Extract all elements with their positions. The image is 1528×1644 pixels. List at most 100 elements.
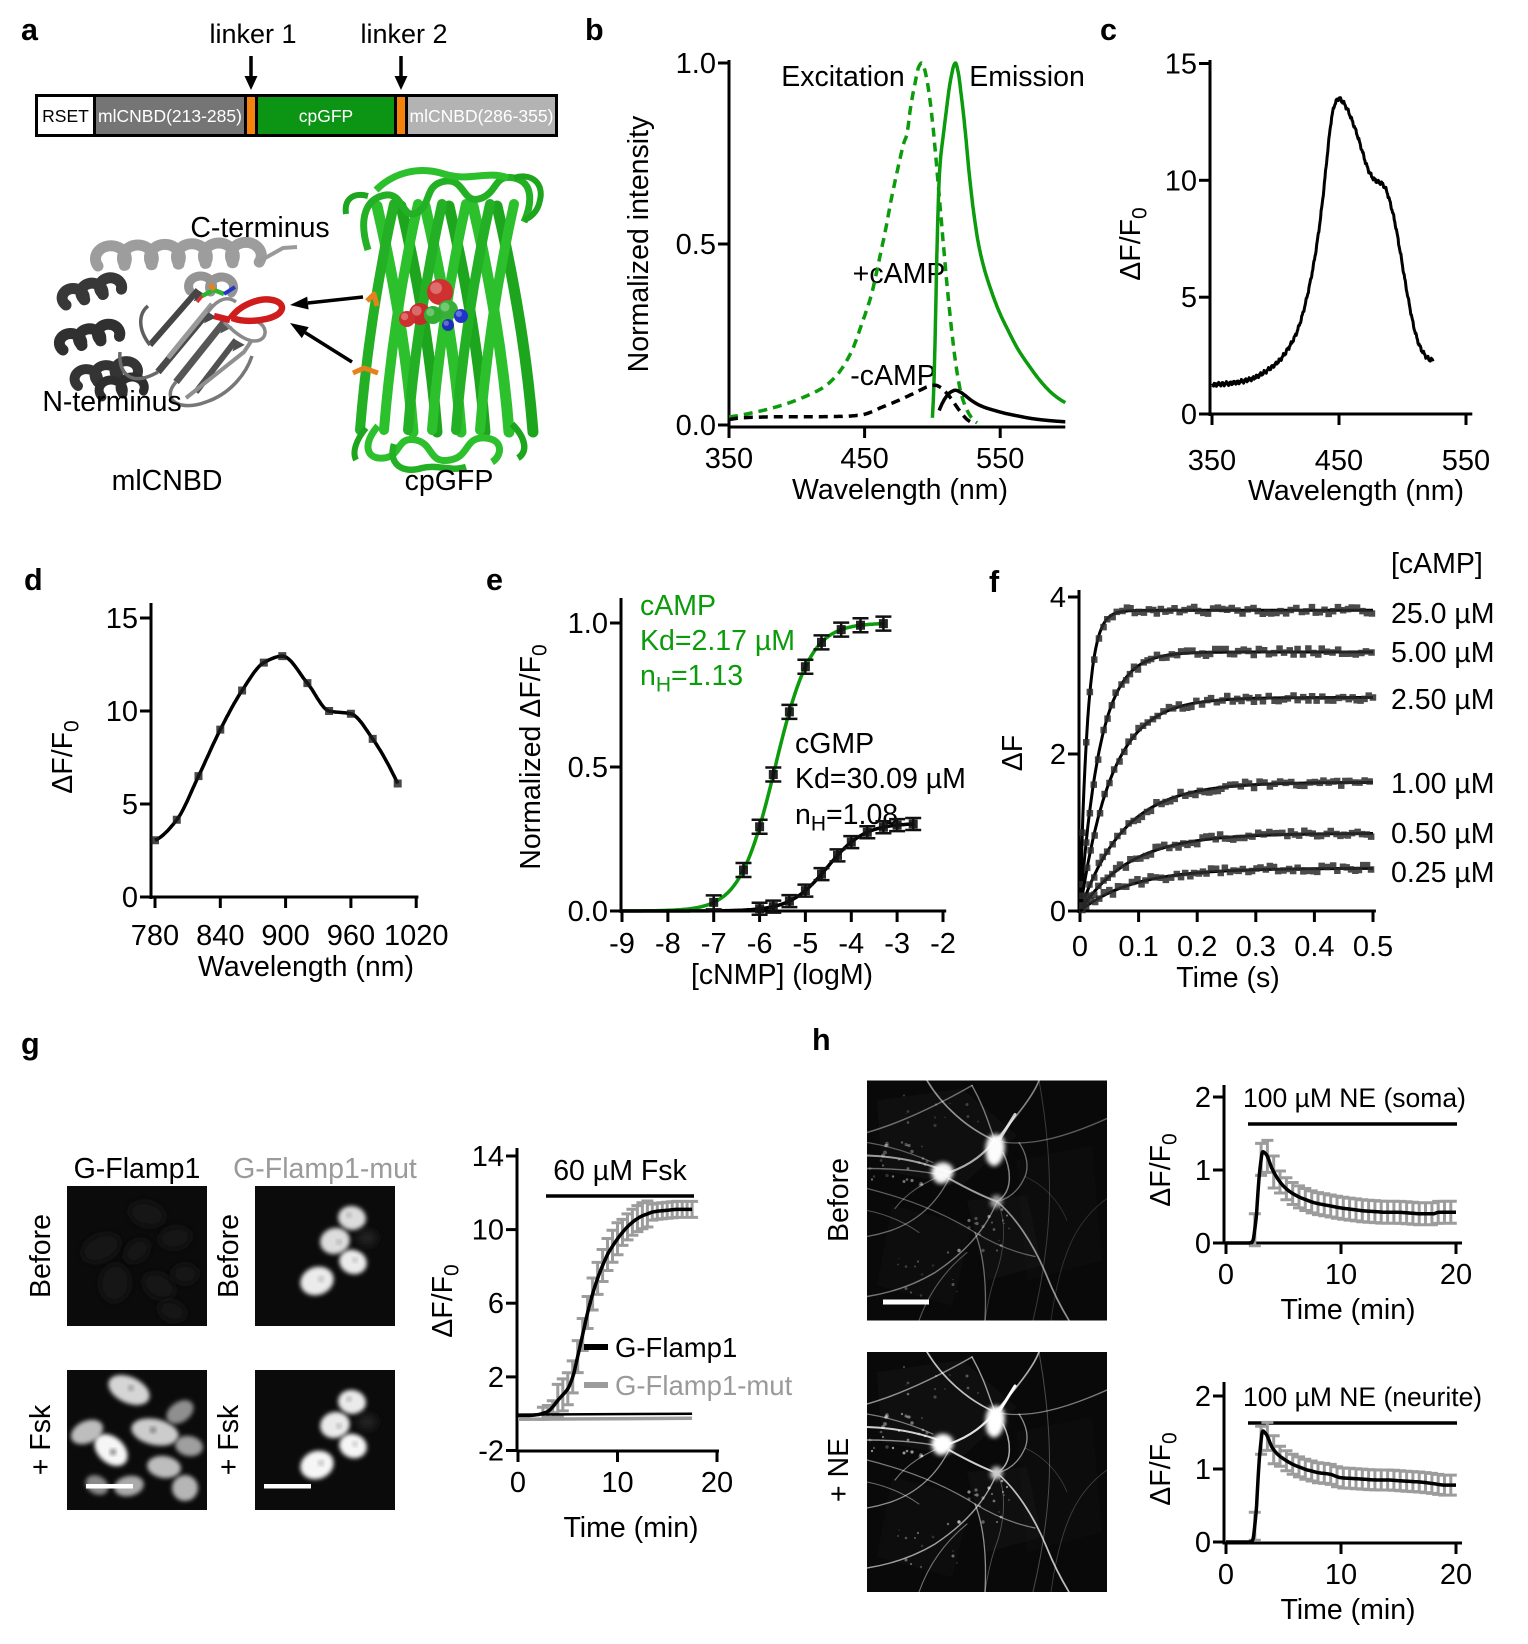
svg-text:Emission: Emission — [969, 61, 1085, 93]
svg-text:ΔF/F0: ΔF/F0 — [1145, 1133, 1182, 1206]
svg-text:1.00 µM: 1.00 µM — [1391, 768, 1495, 800]
svg-text:14: 14 — [472, 1141, 504, 1173]
svg-text:0: 0 — [1072, 931, 1088, 963]
svg-text:d: d — [24, 563, 43, 597]
svg-text:mlCNBD(286-355): mlCNBD(286-355) — [410, 106, 554, 126]
svg-text:6: 6 — [488, 1288, 504, 1320]
svg-text:1.0: 1.0 — [676, 48, 716, 80]
svg-text:[cAMP]: [cAMP] — [1391, 548, 1483, 580]
svg-text:1.0: 1.0 — [568, 608, 608, 640]
svg-text:g: g — [21, 1027, 40, 1061]
svg-text:-2: -2 — [478, 1436, 504, 1468]
svg-text:10: 10 — [472, 1215, 504, 1247]
svg-text:mlCNBD(213-285): mlCNBD(213-285) — [98, 106, 242, 126]
svg-text:780: 780 — [131, 920, 179, 952]
svg-text:ΔF/F0: ΔF/F0 — [427, 1264, 464, 1337]
svg-text:Before: Before — [213, 1214, 245, 1298]
svg-text:0.1: 0.1 — [1118, 931, 1158, 963]
svg-text:linker 1: linker 1 — [209, 19, 296, 49]
svg-text:ΔF: ΔF — [997, 735, 1029, 771]
svg-text:0.25 µM: 0.25 µM — [1391, 857, 1495, 889]
svg-text:e: e — [486, 563, 503, 597]
svg-text:c: c — [1100, 13, 1117, 47]
svg-text:-8: -8 — [655, 928, 681, 960]
svg-text:b: b — [585, 13, 604, 47]
svg-text:-cAMP: -cAMP — [850, 360, 936, 392]
svg-text:20: 20 — [1440, 1559, 1472, 1591]
svg-text:25.0 µM: 25.0 µM — [1391, 598, 1495, 630]
svg-text:Time (min): Time (min) — [563, 1512, 698, 1544]
svg-text:Kd=30.09 µM: Kd=30.09 µM — [795, 763, 966, 795]
svg-text:G-Flamp1: G-Flamp1 — [74, 1153, 201, 1185]
svg-text:cAMP: cAMP — [640, 590, 716, 622]
svg-text:-5: -5 — [793, 928, 819, 960]
svg-text:5: 5 — [122, 789, 138, 821]
svg-text:20: 20 — [701, 1467, 733, 1499]
svg-text:Before: Before — [25, 1214, 57, 1298]
svg-text:ΔF/F0: ΔF/F0 — [47, 720, 84, 793]
svg-text:0: 0 — [1050, 896, 1066, 928]
svg-text:0.0: 0.0 — [568, 896, 608, 928]
svg-text:Kd=2.17 µM: Kd=2.17 µM — [640, 625, 795, 657]
svg-text:10: 10 — [1165, 165, 1197, 197]
svg-text:60 µM Fsk: 60 µM Fsk — [553, 1155, 687, 1187]
svg-text:2: 2 — [1050, 739, 1066, 771]
svg-text:Time (min): Time (min) — [1280, 1294, 1415, 1326]
svg-text:20: 20 — [1440, 1259, 1472, 1291]
svg-text:+ NE: + NE — [823, 1438, 855, 1502]
svg-text:+ Fsk: + Fsk — [213, 1404, 245, 1475]
svg-text:Normalized intensity: Normalized intensity — [623, 115, 655, 372]
svg-text:4: 4 — [1050, 582, 1066, 614]
svg-text:450: 450 — [840, 443, 888, 475]
svg-text:0: 0 — [122, 882, 138, 914]
svg-text:0: 0 — [1218, 1259, 1234, 1291]
svg-text:15: 15 — [106, 603, 138, 635]
svg-text:h: h — [812, 1023, 831, 1057]
svg-text:0.3: 0.3 — [1236, 931, 1276, 963]
svg-text:5: 5 — [1181, 282, 1197, 314]
svg-text:0.50 µM: 0.50 µM — [1391, 818, 1495, 850]
svg-text:0: 0 — [1218, 1559, 1234, 1591]
svg-text:Before: Before — [823, 1158, 855, 1242]
svg-text:0.5: 0.5 — [676, 229, 716, 261]
svg-text:5.00 µM: 5.00 µM — [1391, 637, 1495, 669]
svg-text:nH=1.13: nH=1.13 — [640, 660, 743, 697]
svg-text:0.5: 0.5 — [568, 752, 608, 784]
svg-text:1: 1 — [1195, 1155, 1211, 1187]
svg-text:Normalized ΔF/F0: Normalized ΔF/F0 — [515, 644, 552, 870]
svg-text:960: 960 — [327, 920, 375, 952]
svg-text:0.4: 0.4 — [1294, 931, 1334, 963]
svg-text:-4: -4 — [838, 928, 864, 960]
svg-text:10: 10 — [601, 1467, 633, 1499]
svg-text:0.2: 0.2 — [1177, 931, 1217, 963]
svg-text:0.0: 0.0 — [676, 410, 716, 442]
svg-text:2: 2 — [1195, 1082, 1211, 1114]
svg-text:450: 450 — [1315, 445, 1363, 477]
svg-text:ΔF/F0: ΔF/F0 — [1145, 1432, 1182, 1505]
svg-text:10: 10 — [106, 696, 138, 728]
svg-text:+cAMP: +cAMP — [853, 258, 946, 290]
svg-text:[cNMP] (logM): [cNMP] (logM) — [691, 959, 873, 991]
svg-text:10: 10 — [1325, 1259, 1357, 1291]
svg-text:-2: -2 — [930, 928, 956, 960]
svg-text:cpGFP: cpGFP — [299, 106, 353, 126]
svg-text:-3: -3 — [884, 928, 910, 960]
svg-text:Time (min): Time (min) — [1280, 1594, 1415, 1626]
svg-text:0: 0 — [1195, 1228, 1211, 1260]
svg-text:cGMP: cGMP — [795, 728, 874, 760]
svg-text:+ Fsk: + Fsk — [25, 1404, 57, 1475]
svg-text:900: 900 — [261, 920, 309, 952]
svg-text:550: 550 — [1442, 445, 1490, 477]
svg-text:a: a — [21, 13, 39, 47]
svg-text:G-Flamp1-mut: G-Flamp1-mut — [233, 1153, 417, 1185]
svg-text:350: 350 — [1188, 445, 1236, 477]
svg-text:cpGFP: cpGFP — [405, 465, 494, 497]
svg-text:Wavelength (nm): Wavelength (nm) — [1248, 475, 1464, 507]
svg-text:100 µM NE (neurite): 100 µM NE (neurite) — [1243, 1382, 1482, 1412]
svg-text:1020: 1020 — [384, 920, 449, 952]
svg-text:G-Flamp1-mut: G-Flamp1-mut — [615, 1370, 793, 1401]
svg-text:100 µM NE (soma): 100 µM NE (soma) — [1243, 1083, 1466, 1113]
svg-text:2: 2 — [488, 1362, 504, 1394]
svg-text:Time (s): Time (s) — [1176, 962, 1279, 994]
svg-text:550: 550 — [976, 443, 1024, 475]
